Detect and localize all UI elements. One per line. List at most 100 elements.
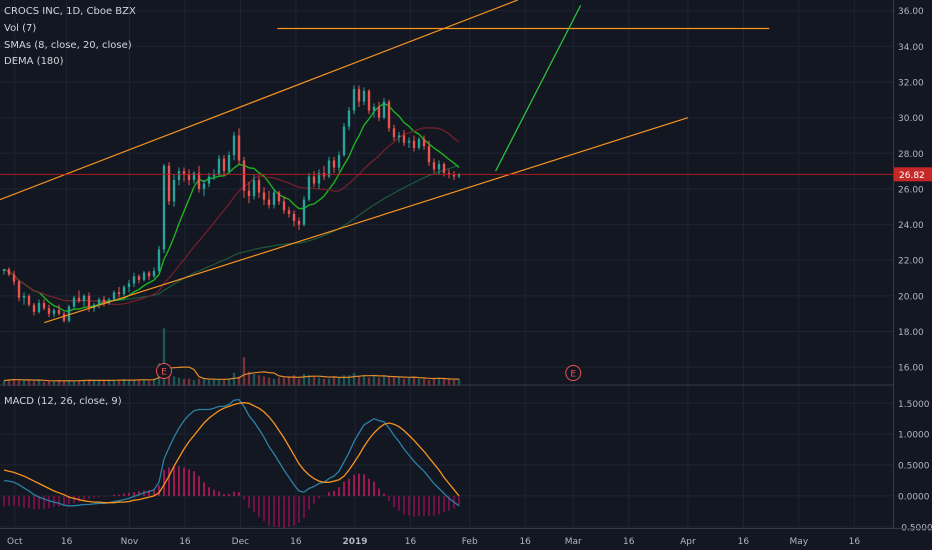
- smas-legend[interactable]: SMAs (8, close, 20, close): [4, 40, 132, 51]
- candle-body: [422, 139, 426, 147]
- time-tick-label: Dec: [232, 537, 249, 547]
- price-tick-label: 20.00: [898, 292, 924, 302]
- volume-bar: [297, 378, 301, 386]
- candle-body: [437, 163, 441, 170]
- candle-body: [317, 172, 321, 184]
- volume-bar: [302, 374, 306, 386]
- candle-body: [352, 89, 356, 111]
- volume-bar: [47, 381, 51, 386]
- volume-bar: [202, 378, 206, 386]
- volume-bar: [352, 372, 356, 386]
- candle-body: [292, 213, 296, 222]
- volume-bar: [407, 377, 411, 386]
- candle-body: [157, 249, 161, 271]
- volume-bar: [332, 377, 336, 386]
- candle-body: [62, 313, 66, 321]
- candle-body: [17, 281, 21, 298]
- candle-body: [172, 180, 176, 202]
- candle-body: [87, 295, 91, 309]
- candle-body: [367, 90, 371, 111]
- volume-bar: [207, 380, 211, 386]
- earnings-label: E: [570, 370, 576, 380]
- volume-bar: [197, 378, 201, 386]
- volume-bar: [227, 378, 231, 386]
- candle-body: [207, 176, 211, 184]
- volume-bar: [402, 378, 406, 386]
- volume-bar: [27, 380, 31, 386]
- price-axis[interactable]: 36.00 34.00 32.00 30.00 28.00 26.00 24.00 22.00…: [893, 0, 932, 528]
- volume-bar: [257, 375, 261, 386]
- volume-bar: [222, 378, 226, 386]
- volume-bar: [127, 380, 131, 386]
- candle-body: [252, 180, 256, 197]
- candle-body: [2, 269, 6, 271]
- candle-body: [167, 165, 171, 202]
- candle-body: [277, 192, 281, 202]
- earnings-marker: [156, 363, 172, 379]
- candle-body: [197, 172, 201, 189]
- volume-bar: [137, 379, 141, 386]
- macd-tick-label: 1.0000: [898, 431, 930, 441]
- volume-bar: [112, 380, 116, 386]
- volume-bar: [42, 381, 46, 386]
- volume-bar: [447, 379, 451, 386]
- candle-body: [162, 165, 166, 250]
- time-tick-label: 16: [849, 537, 861, 547]
- volume-bar: [57, 380, 61, 386]
- candle-body: [47, 308, 51, 314]
- volume-bar: [77, 381, 81, 386]
- last-price-tag: [894, 167, 932, 182]
- vol-legend[interactable]: Vol (7): [4, 23, 37, 34]
- candle-body: [282, 201, 286, 211]
- time-tick-label: 16: [179, 537, 191, 547]
- candle-body: [347, 110, 351, 127]
- candle-body: [142, 272, 146, 280]
- volume-bar: [32, 381, 36, 386]
- time-tick-label: Nov: [121, 537, 139, 547]
- earnings-label: E: [161, 368, 167, 378]
- volume-bar: [92, 380, 96, 386]
- candle-body: [147, 272, 151, 277]
- candle-body: [402, 135, 406, 143]
- macd-panel[interactable]: [3, 398, 460, 528]
- candle-body: [342, 126, 346, 156]
- price-tick-label: 22.00: [898, 257, 924, 267]
- dema-legend[interactable]: DEMA (180): [4, 56, 64, 67]
- volume-bar: [412, 376, 416, 386]
- candle-body: [307, 176, 311, 200]
- price-tick-label: 30.00: [898, 114, 924, 124]
- volume-bar: [87, 379, 91, 386]
- volume-bar: [357, 376, 361, 386]
- time-axis[interactable]: Oct 16 Nov 16 Dec 16 2019 16 Feb 16 Mar 16 Apr 16 May 1…: [0, 528, 932, 548]
- candle-body: [427, 146, 431, 163]
- volume-bar: [287, 376, 291, 386]
- volume-bar: [122, 378, 126, 386]
- candle-body: [72, 297, 76, 307]
- time-tick-label: 16: [405, 537, 417, 547]
- candle-body: [57, 310, 61, 314]
- time-tick-label: Mar: [565, 537, 582, 547]
- macd-legend[interactable]: MACD (12, 26, close, 9): [4, 396, 122, 407]
- volume-bar: [237, 376, 241, 386]
- candle-body: [182, 171, 186, 175]
- volume-bar: [17, 380, 21, 386]
- candle-body: [287, 210, 291, 214]
- time-tick-label: Feb: [462, 537, 478, 547]
- volume-bar: [417, 378, 421, 386]
- volume-bar: [272, 378, 276, 386]
- time-tick-label: 16: [738, 537, 750, 547]
- volume-bar: [252, 374, 256, 386]
- drawing-layer[interactable]: [0, 0, 893, 324]
- candle-body: [297, 221, 301, 225]
- candle-body: [107, 299, 111, 304]
- volume-bar: [147, 380, 151, 386]
- volume-bar: [52, 380, 56, 386]
- volume-bar: [242, 357, 246, 386]
- candle-body: [397, 135, 401, 138]
- symbol-legend[interactable]: CROCS INC, 1D, Cboe BZX: [4, 6, 136, 17]
